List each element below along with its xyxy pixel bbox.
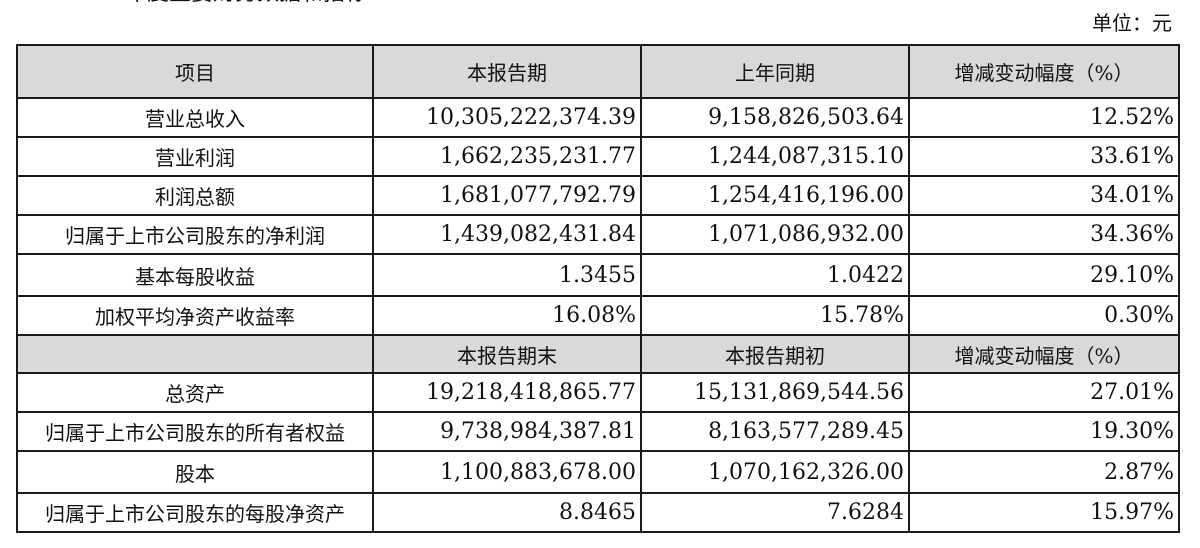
cell-prior: 1,254,416,196.00 <box>640 175 910 216</box>
subheader-period-end: 本报告期末 <box>372 334 642 374</box>
cell-period-start: 7.6284 <box>640 492 910 533</box>
cell-current: 1,662,235,231.77 <box>372 136 642 177</box>
cell-current: 16.08% <box>372 295 642 336</box>
row-label: 营业总收入 <box>16 97 374 138</box>
row-label: 基本每股收益 <box>16 253 374 297</box>
header-current-period: 本报告期 <box>372 44 642 99</box>
table-row: 基本每股收益 1.3455 1.0422 29.10% <box>16 253 1180 297</box>
row-label: 股本 <box>16 450 374 494</box>
cell-prior: 15.78% <box>640 295 910 336</box>
cell-period-start: 1,070,162,326.00 <box>640 450 910 494</box>
cell-current: 1.3455 <box>372 253 642 297</box>
table-header-row: 项目 本报告期 上年同期 增减变动幅度（%） <box>16 44 1180 99</box>
cell-current: 10,305,222,374.39 <box>372 97 642 138</box>
cell-change: 19.30% <box>908 411 1180 452</box>
cell-change: 34.36% <box>908 214 1180 255</box>
table-row: 股本 1,100,883,678.00 1,070,162,326.00 2.8… <box>16 450 1180 494</box>
unit-label: 单位：元 <box>1092 11 1172 35</box>
row-label: 归属于上市公司股东的所有者权益 <box>16 411 374 452</box>
table-row: 归属于上市公司股东的所有者权益 9,738,984,387.81 8,163,5… <box>16 411 1180 452</box>
cell-change: 33.61% <box>908 136 1180 177</box>
cell-period-end: 1,100,883,678.00 <box>372 450 642 494</box>
cell-period-end: 9,738,984,387.81 <box>372 411 642 452</box>
row-label: 总资产 <box>16 372 374 413</box>
cell-prior: 1.0422 <box>640 253 910 297</box>
row-label: 归属于上市公司股东的每股净资产 <box>16 492 374 533</box>
header-item: 项目 <box>16 44 374 99</box>
table-row: 利润总额 1,681,077,792.79 1,254,416,196.00 3… <box>16 175 1180 216</box>
cell-current: 1,681,077,792.79 <box>372 175 642 216</box>
cell-change: 34.01% <box>908 175 1180 216</box>
cell-change: 15.97% <box>908 492 1180 533</box>
section-title: 年度主要财务数据和指标 <box>125 0 367 8</box>
cell-change: 12.52% <box>908 97 1180 138</box>
row-label: 归属于上市公司股东的净利润 <box>16 214 374 255</box>
table-subheader-row: 本报告期末 本报告期初 增减变动幅度（%） <box>16 334 1180 374</box>
cell-period-end: 8.8465 <box>372 492 642 533</box>
row-label: 加权平均净资产收益率 <box>16 295 374 336</box>
header-change-pct: 增减变动幅度（%） <box>908 44 1180 99</box>
row-label: 利润总额 <box>16 175 374 216</box>
cell-prior: 1,244,087,315.10 <box>640 136 910 177</box>
header-prior-year: 上年同期 <box>640 44 910 99</box>
cell-current: 1,439,082,431.84 <box>372 214 642 255</box>
cell-period-end: 19,218,418,865.77 <box>372 372 642 413</box>
cell-prior: 9,158,826,503.64 <box>640 97 910 138</box>
subheader-period-start: 本报告期初 <box>640 334 910 374</box>
row-label: 营业利润 <box>16 136 374 177</box>
cell-change: 0.30% <box>908 295 1180 336</box>
subheader-change-pct: 增减变动幅度（%） <box>908 334 1180 374</box>
subheader-empty <box>16 334 374 374</box>
table-row: 营业总收入 10,305,222,374.39 9,158,826,503.64… <box>16 97 1180 138</box>
table-row: 加权平均净资产收益率 16.08% 15.78% 0.30% <box>16 295 1180 336</box>
cell-period-start: 8,163,577,289.45 <box>640 411 910 452</box>
table-row: 归属于上市公司股东的净利润 1,439,082,431.84 1,071,086… <box>16 214 1180 255</box>
table-row: 总资产 19,218,418,865.77 15,131,869,544.56 … <box>16 372 1180 413</box>
cell-change: 27.01% <box>908 372 1180 413</box>
cell-prior: 1,071,086,932.00 <box>640 214 910 255</box>
table-row: 归属于上市公司股东的每股净资产 8.8465 7.6284 15.97% <box>16 492 1180 533</box>
table-row: 营业利润 1,662,235,231.77 1,244,087,315.10 3… <box>16 136 1180 177</box>
cell-period-start: 15,131,869,544.56 <box>640 372 910 413</box>
financial-data-table: 项目 本报告期 上年同期 增减变动幅度（%） 营业总收入 10,305,222,… <box>16 44 1180 533</box>
cell-change: 29.10% <box>908 253 1180 297</box>
cell-change: 2.87% <box>908 450 1180 494</box>
